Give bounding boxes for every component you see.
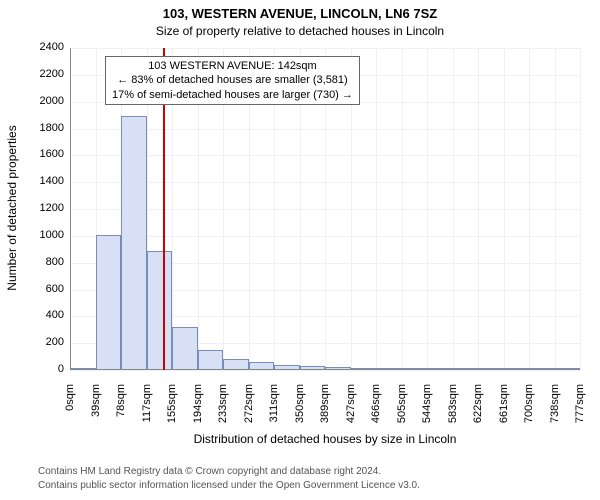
annotation-line-1: 103 WESTERN AVENUE: 142sqm (112, 59, 353, 73)
page-title: 103, WESTERN AVENUE, LINCOLN, LN6 7SZ (0, 6, 600, 21)
y-tick-label: 400 (28, 309, 64, 321)
x-tick-label: 155sqm (166, 384, 178, 434)
histogram-bar (172, 327, 198, 370)
x-tick-label: 700sqm (523, 384, 535, 434)
x-tick-label: 350sqm (294, 384, 306, 434)
grid-line (529, 48, 530, 370)
y-tick-label: 0 (28, 363, 64, 375)
y-tick-label: 2400 (28, 41, 64, 53)
histogram-bar (96, 235, 122, 371)
x-axis-line (70, 369, 580, 370)
attribution-line-1: Contains HM Land Registry data © Crown c… (38, 466, 381, 477)
x-axis-label: Distribution of detached houses by size … (70, 432, 580, 446)
x-tick-label: 466sqm (370, 384, 382, 434)
y-tick-label: 1400 (28, 175, 64, 187)
grid-line (70, 370, 580, 371)
x-tick-label: 78sqm (115, 384, 127, 434)
x-tick-label: 311sqm (268, 384, 280, 434)
annotation-box: 103 WESTERN AVENUE: 142sqm ← 83% of deta… (105, 56, 360, 105)
x-tick-label: 233sqm (217, 384, 229, 434)
y-tick-label: 1600 (28, 148, 64, 160)
x-tick-label: 389sqm (319, 384, 331, 434)
x-tick-label: 0sqm (64, 384, 76, 434)
grid-line (478, 48, 479, 370)
x-tick-label: 117sqm (141, 384, 153, 434)
x-tick-label: 194sqm (192, 384, 204, 434)
y-tick-label: 1200 (28, 202, 64, 214)
grid-line (555, 48, 556, 370)
x-tick-label: 505sqm (396, 384, 408, 434)
grid-line (580, 48, 581, 370)
x-tick-label: 661sqm (498, 384, 510, 434)
histogram-bar (121, 116, 147, 370)
attribution-line-2: Contains public sector information licen… (38, 480, 420, 491)
y-axis-label: Number of detached properties (5, 108, 19, 308)
y-tick-label: 2000 (28, 95, 64, 107)
x-tick-label: 583sqm (447, 384, 459, 434)
grid-line (402, 48, 403, 370)
annotation-line-3: 17% of semi-detached houses are larger (… (112, 88, 353, 102)
grid-line (504, 48, 505, 370)
y-tick-label: 1800 (28, 122, 64, 134)
x-tick-label: 427sqm (345, 384, 357, 434)
grid-line (453, 48, 454, 370)
x-tick-label: 738sqm (549, 384, 561, 434)
y-axis-line (70, 48, 71, 370)
grid-line (376, 48, 377, 370)
y-tick-label: 200 (28, 336, 64, 348)
x-tick-label: 777sqm (574, 384, 586, 434)
y-tick-label: 2200 (28, 68, 64, 80)
histogram-bar (198, 350, 224, 370)
x-tick-label: 544sqm (421, 384, 433, 434)
grid-line (427, 48, 428, 370)
y-tick-label: 800 (28, 256, 64, 268)
annotation-line-2: ← 83% of detached houses are smaller (3,… (112, 73, 353, 87)
y-tick-label: 1000 (28, 229, 64, 241)
x-tick-label: 622sqm (472, 384, 484, 434)
chart-subtitle: Size of property relative to detached ho… (0, 24, 600, 38)
x-tick-label: 39sqm (90, 384, 102, 434)
histogram-bar (147, 251, 173, 370)
x-tick-label: 272sqm (243, 384, 255, 434)
y-tick-label: 600 (28, 283, 64, 295)
